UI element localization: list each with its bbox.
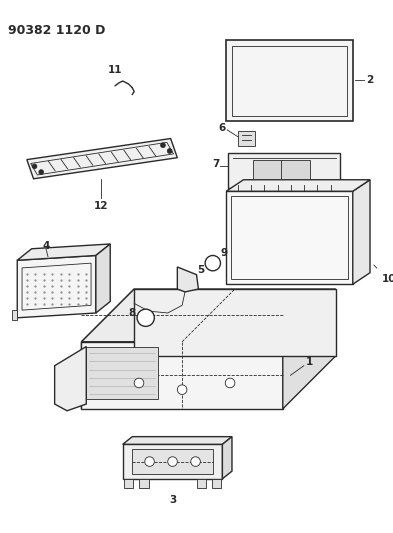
Polygon shape <box>17 255 96 318</box>
Circle shape <box>32 164 37 169</box>
Polygon shape <box>134 289 336 356</box>
Circle shape <box>137 309 154 326</box>
Circle shape <box>191 457 200 466</box>
Polygon shape <box>27 139 177 179</box>
Circle shape <box>168 457 177 466</box>
Polygon shape <box>81 342 283 409</box>
Polygon shape <box>226 40 353 122</box>
Polygon shape <box>238 131 255 146</box>
Polygon shape <box>177 267 198 292</box>
Polygon shape <box>283 289 336 409</box>
Text: 1: 1 <box>306 357 313 367</box>
Polygon shape <box>212 479 221 488</box>
Text: 4: 4 <box>42 241 50 251</box>
Polygon shape <box>96 244 110 313</box>
Polygon shape <box>123 437 232 445</box>
Polygon shape <box>123 445 222 479</box>
Polygon shape <box>281 159 310 179</box>
Text: 9: 9 <box>221 248 228 257</box>
Polygon shape <box>253 159 282 179</box>
Polygon shape <box>196 479 206 488</box>
Text: 11: 11 <box>108 66 122 76</box>
Circle shape <box>167 149 172 154</box>
Polygon shape <box>132 449 213 474</box>
Text: 7: 7 <box>212 159 219 169</box>
Circle shape <box>177 385 187 394</box>
Polygon shape <box>17 244 110 260</box>
Text: 90382 1120 D: 90382 1120 D <box>8 25 105 37</box>
Polygon shape <box>226 191 353 284</box>
Polygon shape <box>55 346 86 411</box>
Text: 6: 6 <box>219 123 226 133</box>
Circle shape <box>134 378 144 388</box>
Circle shape <box>161 143 165 148</box>
Circle shape <box>39 169 44 174</box>
Text: 10: 10 <box>382 274 393 285</box>
Polygon shape <box>139 479 149 488</box>
Text: 2: 2 <box>366 75 374 85</box>
Text: 8: 8 <box>129 308 136 318</box>
Circle shape <box>225 378 235 388</box>
Polygon shape <box>226 180 370 191</box>
Polygon shape <box>353 180 370 284</box>
Text: 3: 3 <box>169 495 176 505</box>
Polygon shape <box>11 310 17 320</box>
Polygon shape <box>222 437 232 479</box>
Polygon shape <box>81 289 336 342</box>
Text: 12: 12 <box>94 200 108 211</box>
Polygon shape <box>81 289 134 409</box>
Polygon shape <box>86 346 158 399</box>
Polygon shape <box>124 479 133 488</box>
Circle shape <box>205 255 220 271</box>
Polygon shape <box>228 153 340 188</box>
Circle shape <box>145 457 154 466</box>
Text: 5: 5 <box>198 265 205 275</box>
